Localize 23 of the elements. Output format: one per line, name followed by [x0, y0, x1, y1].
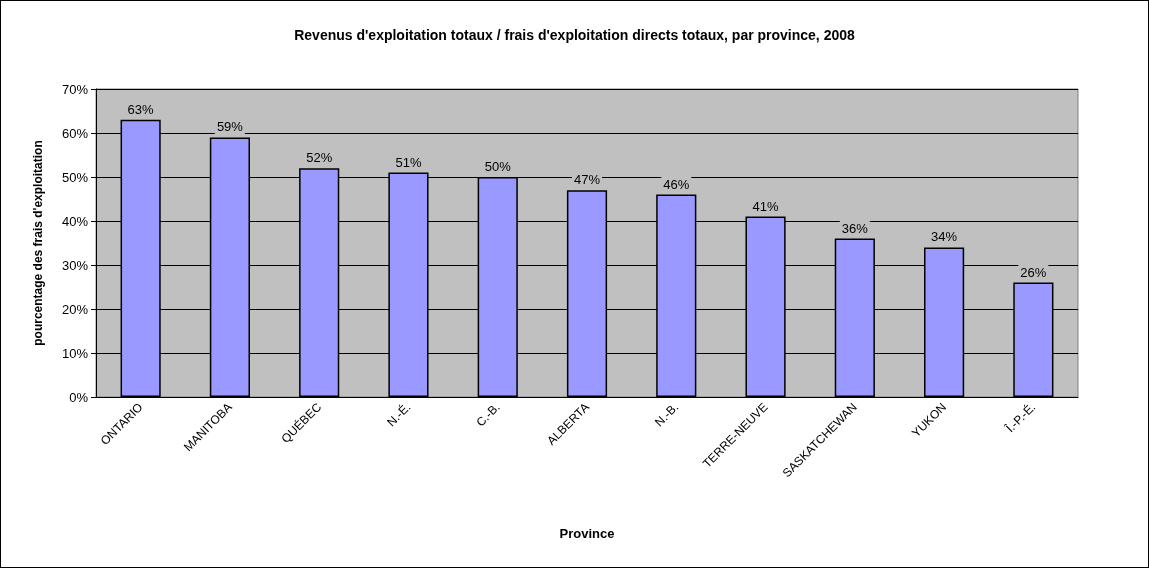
- y-tick-label: 60%: [61, 125, 89, 141]
- y-tick-label: 10%: [61, 345, 89, 361]
- x-axis-title: Province: [559, 526, 615, 541]
- data-label: 59%: [216, 119, 244, 135]
- y-tick-label: 0%: [69, 389, 89, 405]
- data-label: 46%: [663, 176, 690, 192]
- y-tick-label: 50%: [61, 169, 89, 185]
- data-label: 47%: [573, 172, 601, 188]
- data-label: 63%: [127, 101, 155, 117]
- y-axis-title: pourcentage des frais d'exploitation: [31, 140, 45, 346]
- data-label: 51%: [395, 154, 422, 170]
- y-tick-label: 70%: [61, 81, 89, 97]
- y-tick-label: 30%: [61, 257, 89, 273]
- data-label: 26%: [1020, 264, 1047, 280]
- chart-title: Revenus d'exploitation totaux / frais d'exploitation directs totaux, par province, 2008: [294, 27, 855, 43]
- data-label: 50%: [484, 159, 512, 174]
- y-tick-label: 40%: [61, 213, 89, 229]
- data-label: 41%: [752, 198, 779, 214]
- y-tick-label: 20%: [61, 301, 89, 317]
- data-label: 34%: [931, 229, 958, 245]
- data-label: 36%: [841, 220, 869, 236]
- data-label: 52%: [306, 150, 333, 166]
- x-tick-label: C.-B.: [473, 400, 503, 430]
